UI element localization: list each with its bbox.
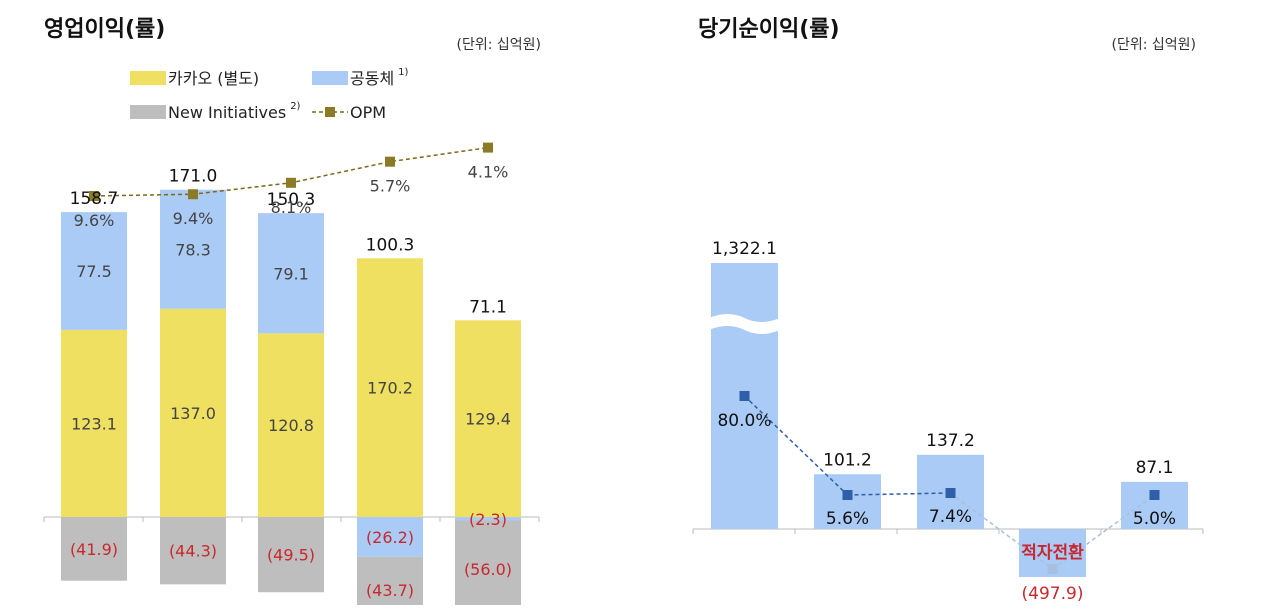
- opm-marker: [188, 189, 198, 200]
- bar-new-initiatives: [455, 520, 521, 606]
- legend-footnote: 1): [398, 67, 408, 78]
- opm-line: [89, 142, 493, 201]
- label-net-profit: 1,322.1: [712, 239, 777, 259]
- net-margin-segment: [847, 492, 951, 496]
- label-new-initiatives: (56.0): [464, 560, 512, 579]
- op-axis-ticks: [43, 517, 540, 522]
- bar-community: [160, 189, 226, 309]
- bar-kakao: [258, 333, 324, 517]
- label-community: (2.3): [469, 510, 507, 529]
- bar-community: [357, 517, 423, 557]
- legend-label: New Initiatives 2): [168, 101, 301, 122]
- bar-new-initiatives: [357, 556, 423, 609]
- label-net-profit: 137.2: [926, 431, 975, 451]
- label-net-profit: 87.1: [1136, 458, 1174, 478]
- op-legend: 카카오 (별도) 공동체 1) New Initiatives 2) OPM: [130, 67, 409, 122]
- label-total: 100.3: [366, 235, 415, 255]
- label-total: 71.1: [469, 297, 507, 317]
- label-net-margin: 7.4%: [929, 507, 972, 527]
- label-opm: 4.1%: [468, 163, 509, 182]
- op-labels: 123.1 77.5 (41.9) 158.7 137.0 78.3 (44.3) 171.0…: [70, 163, 512, 600]
- net-margin-marker: [1047, 564, 1058, 574]
- label-new-initiatives: (43.7): [366, 581, 414, 600]
- bar-kakao: [455, 320, 521, 517]
- bar-net-profit: [814, 474, 881, 529]
- label-total: 150.3: [267, 190, 316, 210]
- label-new-initiatives: (44.3): [169, 542, 217, 561]
- bar-kakao: [61, 329, 127, 517]
- op-bars: [61, 189, 521, 609]
- bar-kakao: [357, 258, 423, 517]
- label-kakao: 129.4: [465, 410, 511, 429]
- legend-opm-marker: [325, 107, 335, 117]
- bar-new-initiatives: [258, 517, 324, 593]
- label-net-margin: 80.0%: [717, 411, 771, 431]
- legend-footnote: 2): [290, 101, 300, 112]
- label-opm: 5.7%: [370, 177, 411, 196]
- legend-swatch-community: [312, 71, 348, 85]
- label-kakao: 123.1: [71, 414, 117, 433]
- label-opm: 8.1%: [271, 198, 312, 217]
- net-margin-segment: [950, 492, 1053, 570]
- net-margin-segment: [743, 395, 849, 496]
- np-unit-note: (단위: 십억원): [1112, 37, 1197, 53]
- legend-label: 카카오 (별도): [168, 69, 259, 88]
- label-opm: 9.6%: [74, 211, 115, 230]
- label-kakao: 120.8: [268, 416, 314, 435]
- net-margin-marker: [842, 490, 853, 500]
- label-total: 158.7: [70, 189, 119, 209]
- label-community: (26.2): [366, 528, 414, 547]
- opm-marker: [385, 156, 395, 167]
- opm-marker: [286, 177, 296, 188]
- legend-label: 공동체 1): [350, 67, 409, 88]
- label-net-margin: 적자전환: [1021, 543, 1084, 563]
- label-community: 77.5: [76, 262, 112, 281]
- op-unit-note: (단위: 십억원): [457, 37, 542, 53]
- label-community: 79.1: [273, 264, 309, 283]
- legend-swatch-kakao: [130, 71, 166, 85]
- net-profit-chart: 당기순이익(률) (단위: 십억원) 1,322.1 101.2 137.2 (497…: [692, 17, 1204, 604]
- label-total: 171.0: [169, 167, 218, 187]
- operating-profit-chart: 영업이익(률) (단위: 십억원) 카카오 (별도) 공동체 1) New Initi…: [43, 17, 542, 609]
- np-axis-ticks: [692, 529, 1204, 534]
- legend-swatch-new_init: [130, 105, 166, 119]
- label-kakao: 137.0: [170, 404, 216, 423]
- opm-line-path: [93, 146, 489, 197]
- bar-community: [455, 517, 521, 521]
- bar-net-profit: [1121, 481, 1188, 529]
- bar-new-initiatives: [160, 517, 226, 585]
- np-bars: [709, 263, 1188, 577]
- bar-community: [258, 213, 324, 334]
- label-community: 78.3: [175, 240, 211, 259]
- op-chart-title: 영업이익(률): [44, 17, 165, 42]
- net-margin-line: [739, 391, 1160, 574]
- label-net-profit: (497.9): [1022, 584, 1084, 604]
- net-margin-marker: [1149, 490, 1160, 500]
- bar-community: [61, 212, 127, 330]
- axis-break-mark: [709, 314, 780, 334]
- opm-marker: [483, 142, 493, 153]
- np-labels: 1,322.1 101.2 137.2 (497.9) 87.1 80.0% 5.6% 7.4…: [712, 239, 1176, 604]
- label-net-margin: 5.6%: [826, 509, 869, 529]
- label-new-initiatives: (49.5): [267, 546, 315, 565]
- label-new-initiatives: (41.9): [70, 540, 118, 559]
- opm-marker: [89, 191, 99, 201]
- legend-label: OPM: [350, 103, 386, 122]
- label-kakao: 170.2: [367, 379, 413, 398]
- net-margin-marker: [739, 391, 750, 401]
- bar-kakao: [160, 308, 226, 517]
- net-margin-segment: [1052, 494, 1155, 570]
- label-net-margin: 5.0%: [1133, 509, 1176, 529]
- bar-new-initiatives: [61, 517, 127, 581]
- net-margin-marker: [945, 488, 956, 498]
- np-chart-title: 당기순이익(률): [698, 17, 840, 42]
- label-net-profit: 101.2: [823, 450, 872, 470]
- label-opm: 9.4%: [173, 209, 214, 228]
